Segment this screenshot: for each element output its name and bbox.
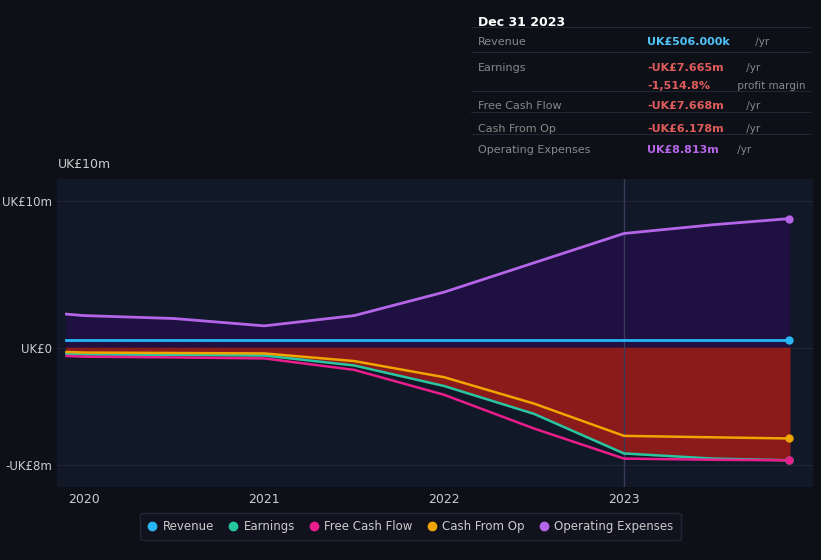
Legend: Revenue, Earnings, Free Cash Flow, Cash From Op, Operating Expenses: Revenue, Earnings, Free Cash Flow, Cash …: [140, 513, 681, 540]
Text: /yr: /yr: [734, 145, 751, 155]
Text: Revenue: Revenue: [478, 37, 527, 47]
Text: -1,514.8%: -1,514.8%: [648, 81, 710, 91]
Text: UK£8.813m: UK£8.813m: [648, 145, 719, 155]
Text: /yr: /yr: [743, 124, 760, 134]
Text: profit margin: profit margin: [734, 81, 805, 91]
Text: Dec 31 2023: Dec 31 2023: [478, 16, 565, 29]
Text: Earnings: Earnings: [478, 63, 526, 73]
Text: Free Cash Flow: Free Cash Flow: [478, 101, 562, 111]
Text: /yr: /yr: [752, 37, 769, 47]
Text: /yr: /yr: [743, 63, 760, 73]
Text: UK£10m: UK£10m: [57, 158, 111, 171]
Text: Operating Expenses: Operating Expenses: [478, 145, 590, 155]
Text: -UK£7.668m: -UK£7.668m: [648, 101, 724, 111]
Text: Cash From Op: Cash From Op: [478, 124, 556, 134]
Text: /yr: /yr: [743, 101, 760, 111]
Text: -UK£6.178m: -UK£6.178m: [648, 124, 724, 134]
Text: UK£506.000k: UK£506.000k: [648, 37, 730, 47]
Text: -UK£7.665m: -UK£7.665m: [648, 63, 724, 73]
